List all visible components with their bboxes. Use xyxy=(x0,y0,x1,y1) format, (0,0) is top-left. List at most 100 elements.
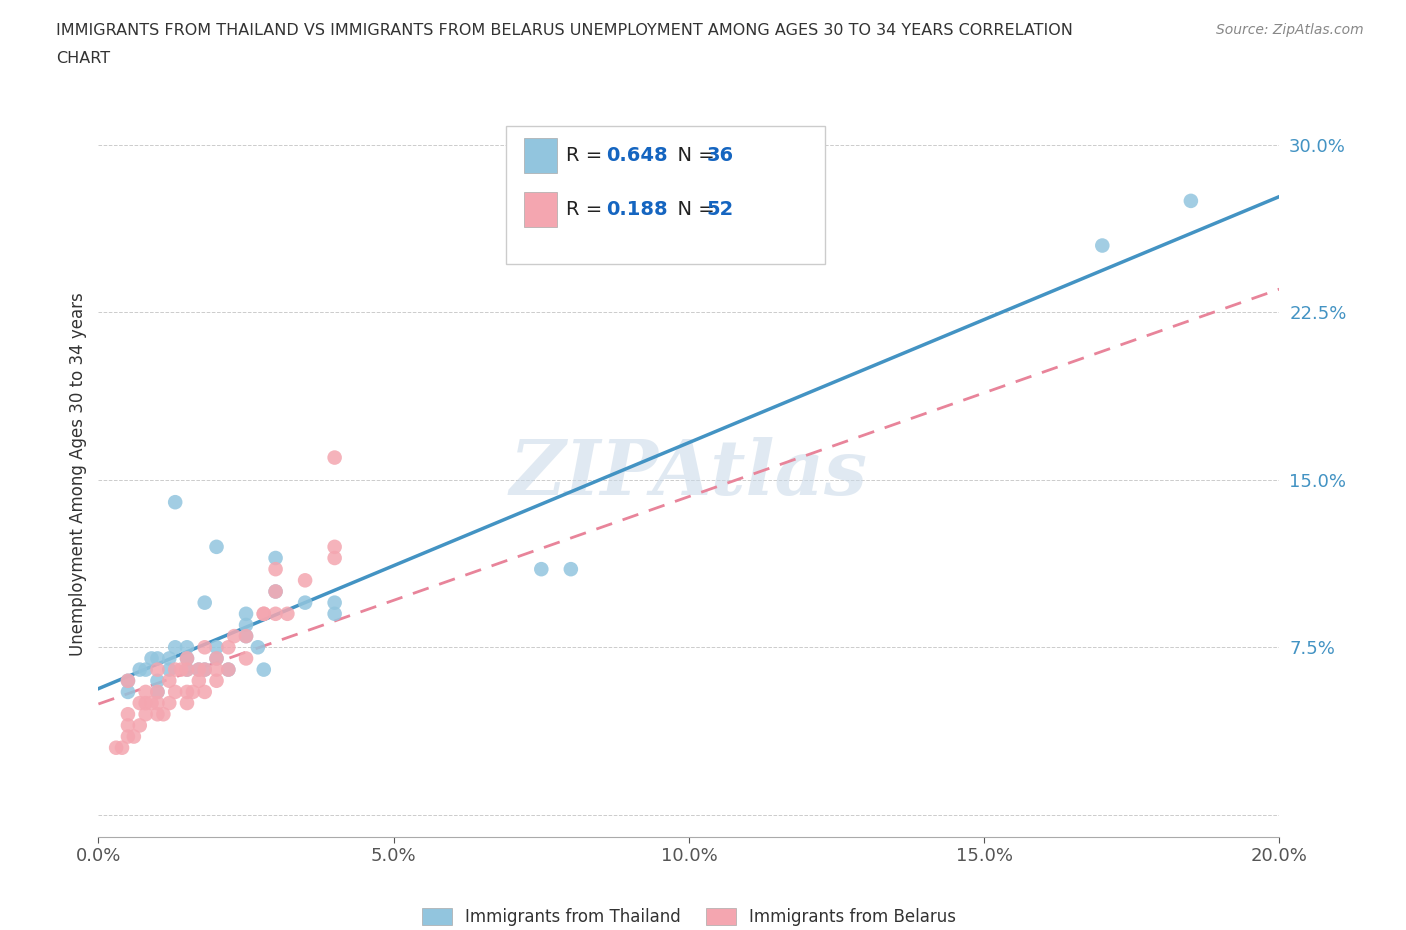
Point xyxy=(264,584,287,599)
Point xyxy=(157,696,180,711)
Point xyxy=(146,684,169,699)
Point xyxy=(187,662,209,677)
Point xyxy=(146,696,169,711)
Text: N =: N = xyxy=(665,200,721,219)
Text: R =: R = xyxy=(567,146,609,165)
Point xyxy=(117,707,139,722)
Text: ZIPAtlas: ZIPAtlas xyxy=(510,437,868,512)
Y-axis label: Unemployment Among Ages 30 to 34 years: Unemployment Among Ages 30 to 34 years xyxy=(69,292,87,657)
Text: 36: 36 xyxy=(707,146,734,165)
Point xyxy=(165,495,187,510)
Point xyxy=(187,673,209,688)
Point xyxy=(194,595,217,610)
Point xyxy=(146,684,169,699)
Point xyxy=(264,584,287,599)
FancyBboxPatch shape xyxy=(506,126,825,264)
Point xyxy=(217,662,239,677)
Point xyxy=(224,629,246,644)
Point xyxy=(117,718,139,733)
Point xyxy=(176,662,198,677)
Point xyxy=(176,651,198,666)
Point xyxy=(235,629,257,644)
Point xyxy=(323,606,346,621)
Point xyxy=(253,662,276,677)
Point xyxy=(194,662,217,677)
Point xyxy=(235,629,257,644)
Point xyxy=(117,729,139,744)
Text: IMMIGRANTS FROM THAILAND VS IMMIGRANTS FROM BELARUS UNEMPLOYMENT AMONG AGES 30 T: IMMIGRANTS FROM THAILAND VS IMMIGRANTS F… xyxy=(56,23,1073,38)
Point xyxy=(276,606,298,621)
Point xyxy=(235,606,257,621)
Point xyxy=(111,740,134,755)
Point xyxy=(194,684,217,699)
Point xyxy=(170,662,193,677)
Point xyxy=(157,673,180,688)
Text: Source: ZipAtlas.com: Source: ZipAtlas.com xyxy=(1216,23,1364,37)
Point xyxy=(246,640,269,655)
Point xyxy=(264,551,287,565)
Point xyxy=(1091,238,1114,253)
Point xyxy=(205,651,228,666)
Point xyxy=(105,740,128,755)
Bar xyxy=(523,138,557,173)
Point xyxy=(128,718,150,733)
Point xyxy=(323,595,346,610)
Point xyxy=(146,651,169,666)
Point xyxy=(187,662,209,677)
Point xyxy=(176,640,198,655)
Point xyxy=(323,551,346,565)
Point xyxy=(294,595,316,610)
Point xyxy=(194,640,217,655)
Point xyxy=(117,673,139,688)
Point xyxy=(294,573,316,588)
Point xyxy=(146,662,169,677)
Point xyxy=(530,562,553,577)
Text: CHART: CHART xyxy=(56,51,110,66)
Point xyxy=(135,696,157,711)
Point xyxy=(152,707,174,722)
Point xyxy=(235,618,257,632)
Point xyxy=(264,606,287,621)
Text: N =: N = xyxy=(665,146,721,165)
Point xyxy=(128,662,150,677)
Point xyxy=(205,651,228,666)
Text: 0.648: 0.648 xyxy=(606,146,668,165)
Text: 52: 52 xyxy=(707,200,734,219)
Point xyxy=(146,673,169,688)
Point xyxy=(323,450,346,465)
Point xyxy=(157,662,180,677)
Point xyxy=(157,651,180,666)
Point xyxy=(253,606,276,621)
Legend: Immigrants from Thailand, Immigrants from Belarus: Immigrants from Thailand, Immigrants fro… xyxy=(413,899,965,930)
Point xyxy=(176,651,198,666)
Point xyxy=(135,662,157,677)
Point xyxy=(194,662,217,677)
Point xyxy=(264,562,287,577)
Point xyxy=(117,673,139,688)
Point xyxy=(205,673,228,688)
Point xyxy=(205,640,228,655)
Point xyxy=(176,696,198,711)
Point xyxy=(128,696,150,711)
Point xyxy=(181,684,204,699)
Point xyxy=(146,707,169,722)
Point xyxy=(141,651,163,666)
Point xyxy=(135,684,157,699)
Point xyxy=(205,539,228,554)
Point xyxy=(560,562,582,577)
Text: R =: R = xyxy=(567,200,614,219)
Point xyxy=(117,684,139,699)
Point xyxy=(135,707,157,722)
Point xyxy=(165,662,187,677)
Point xyxy=(205,662,228,677)
Point xyxy=(253,606,276,621)
Point xyxy=(217,640,239,655)
Point xyxy=(323,539,346,554)
Point xyxy=(165,640,187,655)
Text: 0.188: 0.188 xyxy=(606,200,668,219)
Point xyxy=(235,651,257,666)
Point xyxy=(141,696,163,711)
Point xyxy=(217,662,239,677)
Point xyxy=(1180,193,1202,208)
Point xyxy=(176,662,198,677)
